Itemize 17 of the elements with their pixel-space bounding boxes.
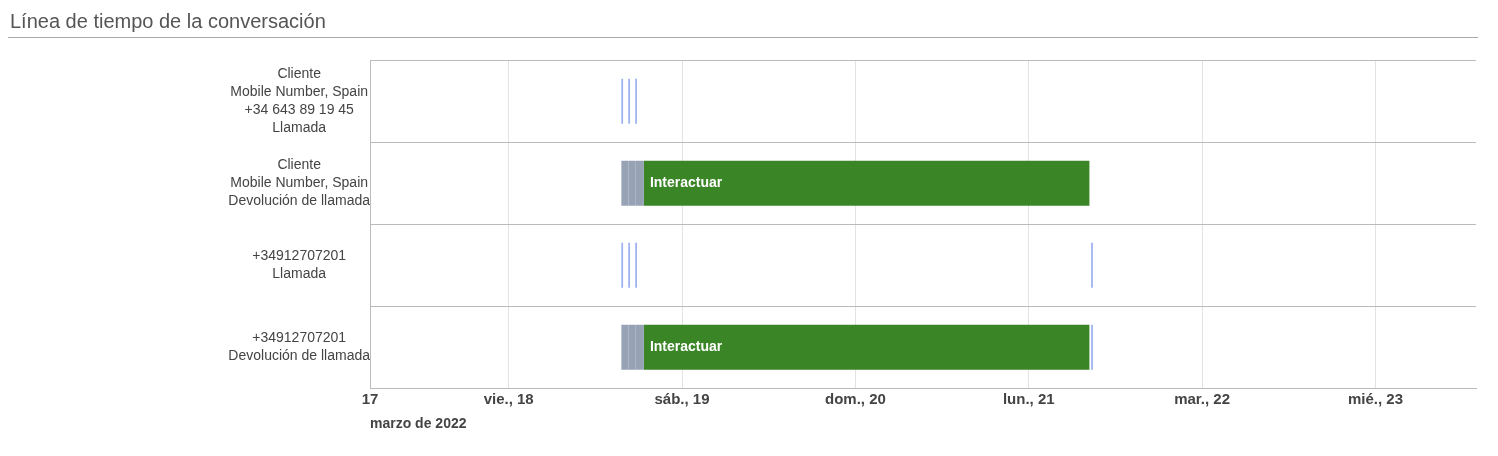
data-label: Interactuar	[649, 338, 723, 355]
bar	[643, 324, 1090, 370]
x-tick-label: mar., 22	[1174, 390, 1231, 408]
x-tick-label: dom., 20	[824, 390, 886, 408]
x-tick-label: lun., 21	[1002, 390, 1055, 408]
text: Línea de tiempo de la conversación	[8, 8, 1478, 38]
bar	[643, 160, 1090, 206]
data-label: Interactuar	[649, 174, 723, 191]
x-axis-title: marzo de 2022	[370, 415, 467, 432]
x-tick-label: vie., 18	[483, 390, 534, 408]
x-tick-label: sáb., 19	[654, 390, 710, 408]
y-tick-label: Cliente Mobile Number, Spain Devolución de llamada	[228, 155, 371, 209]
x-tick-label: 17	[361, 390, 379, 408]
y-tick-label: Cliente Mobile Number, Spain +34 643 89 19 45 Llamada	[230, 64, 369, 136]
y-tick-label: +34912707201 Llamada	[252, 246, 347, 282]
x-tick-label: mié., 23	[1347, 390, 1403, 408]
y-tick-label: +34912707201 Devolución de llamada	[228, 328, 371, 364]
